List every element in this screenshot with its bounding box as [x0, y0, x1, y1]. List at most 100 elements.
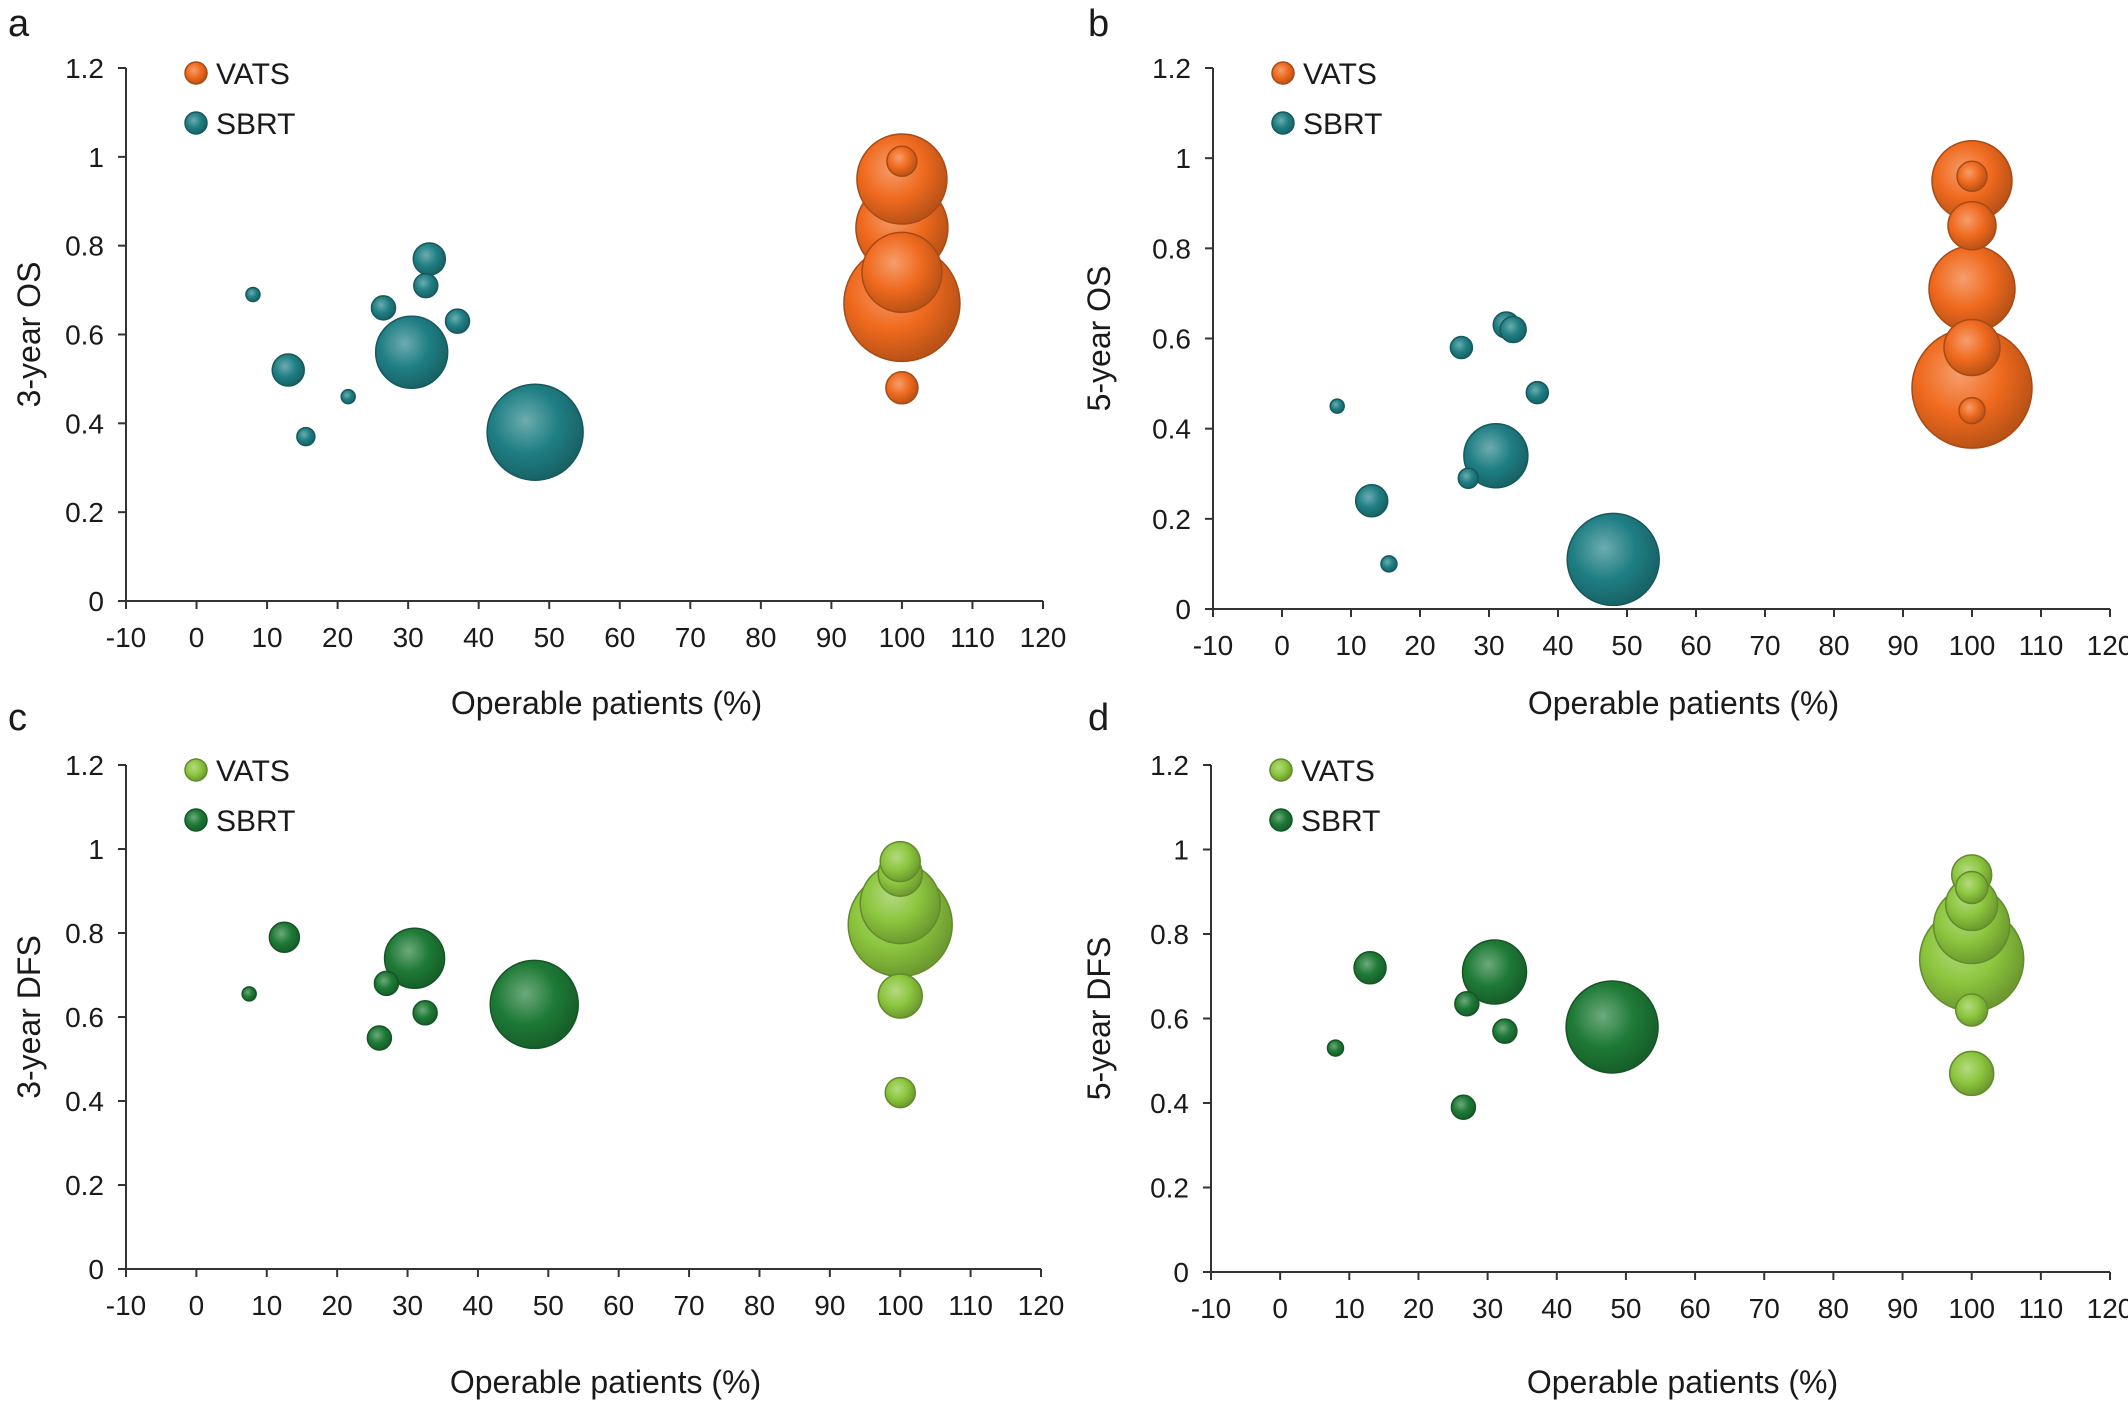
x-tick-label: 120 — [1018, 1290, 1065, 1321]
bubble-sbrt — [1449, 335, 1474, 360]
series-vats — [1911, 139, 2033, 449]
bubble-vats — [861, 231, 943, 314]
x-tick-label: 0 — [189, 1290, 205, 1321]
y-tick-label: 0.6 — [1150, 1004, 1189, 1035]
x-tick-label: -10 — [1193, 630, 1233, 661]
x-axis-title: Operable patients (%) — [1528, 685, 1839, 721]
bubble-vats — [885, 371, 919, 405]
series-sbrt — [241, 921, 579, 1051]
x-tick-label: 80 — [1818, 1293, 1849, 1324]
x-tick-label: 80 — [1818, 630, 1849, 661]
legend-label-vats: VATS — [216, 755, 290, 788]
y-axis-title: 3-year OS — [11, 262, 47, 408]
legend-label-sbrt: SBRT — [1303, 108, 1382, 141]
panel-letter: c — [8, 697, 27, 739]
x-tick-label: 0 — [1274, 630, 1290, 661]
x-tick-label: 100 — [879, 622, 926, 653]
legend-marker-vats — [1271, 61, 1295, 85]
x-tick-label: 70 — [1749, 1293, 1780, 1324]
bubble-sbrt — [1463, 422, 1529, 489]
series-sbrt — [1329, 311, 1660, 607]
y-axis-title: 3-year DFS — [11, 935, 47, 1099]
bubble-vats — [886, 145, 918, 178]
bubble-sbrt — [241, 986, 257, 1002]
legend-label-vats: VATS — [216, 58, 290, 91]
panel-letter: d — [1088, 697, 1109, 739]
legend-label-sbrt: SBRT — [1301, 805, 1380, 838]
legend-marker-vats — [184, 61, 208, 85]
legend-marker-vats — [1269, 758, 1293, 782]
x-tick-label: -10 — [106, 1290, 146, 1321]
y-tick-label: 1.2 — [1150, 750, 1189, 781]
x-tick-label: 100 — [1949, 630, 1996, 661]
legend-marker-sbrt — [184, 111, 208, 135]
x-tick-label: 30 — [1472, 1293, 1503, 1324]
y-tick-label: 1 — [88, 142, 104, 173]
legend-label-sbrt: SBRT — [216, 108, 295, 141]
x-tick-label: 120 — [2087, 630, 2128, 661]
bubble-sbrt — [1450, 1094, 1477, 1120]
bubble-vats — [1954, 993, 1989, 1027]
bubble-sbrt — [1329, 398, 1345, 414]
x-tick-label: 40 — [462, 1290, 493, 1321]
x-tick-label: 90 — [1887, 1293, 1918, 1324]
bubble-sbrt — [296, 426, 316, 447]
y-tick-label: 0 — [88, 1254, 104, 1285]
x-tick-label: 110 — [2019, 1293, 2064, 1324]
x-tick-label: 30 — [1473, 630, 1504, 661]
y-tick-label: 0.8 — [65, 918, 104, 949]
x-tick-label: 50 — [534, 622, 565, 653]
legend-marker-sbrt — [1269, 808, 1293, 832]
legend-marker-sbrt — [1271, 111, 1295, 135]
y-tick-label: 0 — [1173, 1257, 1189, 1288]
bubble-sbrt — [1525, 380, 1550, 405]
bubble-sbrt — [383, 927, 446, 989]
y-tick-label: 0 — [88, 586, 104, 617]
x-tick-label: 40 — [463, 622, 494, 653]
bubble-sbrt — [1566, 512, 1660, 607]
bubble-sbrt — [412, 242, 447, 276]
x-tick-label: 20 — [322, 1290, 353, 1321]
y-tick-label: 0.6 — [65, 1002, 104, 1033]
bubble-sbrt — [373, 970, 400, 997]
y-axis-title: 5-year DFS — [1081, 937, 1117, 1101]
y-tick-label: 0 — [1175, 594, 1191, 625]
y-tick-label: 0.2 — [65, 497, 104, 528]
legend-marker-vats — [184, 758, 208, 782]
bubble-vats — [1958, 396, 1986, 425]
x-tick-label: 10 — [251, 1290, 282, 1321]
bubble-sbrt — [486, 383, 584, 481]
y-tick-label: 0.4 — [1152, 414, 1191, 445]
bubble-sbrt — [412, 1000, 438, 1026]
bubble-sbrt — [1380, 555, 1398, 573]
series-sbrt — [1326, 939, 1659, 1120]
legend-marker-sbrt — [184, 808, 208, 832]
bubble-sbrt — [1354, 484, 1389, 518]
y-tick-label: 0.2 — [1152, 504, 1191, 535]
x-axis-title: Operable patients (%) — [451, 685, 762, 721]
x-axis-title: Operable patients (%) — [1527, 1364, 1838, 1400]
y-tick-label: 0.4 — [65, 408, 104, 439]
x-tick-label: 30 — [393, 622, 424, 653]
x-tick-label: 60 — [604, 622, 635, 653]
x-tick-label: 0 — [1272, 1293, 1288, 1324]
series-vats — [847, 840, 953, 1109]
bubble-vats — [1943, 318, 2001, 377]
x-tick-label: 20 — [322, 622, 353, 653]
x-tick-label: 100 — [1948, 1293, 1995, 1324]
x-tick-label: 80 — [744, 1290, 775, 1321]
bubble-sbrt — [366, 1025, 393, 1051]
x-tick-label: 10 — [1334, 1293, 1365, 1324]
x-tick-label: 50 — [1611, 630, 1642, 661]
bubble-sbrt — [489, 959, 579, 1050]
bubble-vats — [1956, 160, 1988, 192]
x-tick-label: 50 — [1610, 1293, 1641, 1324]
y-tick-label: 0.4 — [65, 1086, 104, 1117]
bubble-sbrt — [374, 315, 449, 390]
x-tick-label: 70 — [1749, 630, 1780, 661]
legend-label-sbrt: SBRT — [216, 805, 295, 838]
bubble-sbrt — [245, 286, 261, 303]
x-tick-label: 110 — [2019, 630, 2064, 661]
x-tick-label: 110 — [950, 622, 995, 653]
